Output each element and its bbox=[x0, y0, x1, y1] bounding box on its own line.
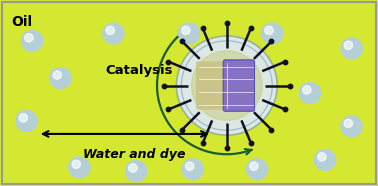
Ellipse shape bbox=[262, 23, 283, 44]
Ellipse shape bbox=[246, 159, 268, 180]
Ellipse shape bbox=[265, 26, 273, 35]
Ellipse shape bbox=[318, 153, 326, 161]
Ellipse shape bbox=[25, 34, 33, 42]
Ellipse shape bbox=[69, 157, 90, 178]
Text: Oil: Oil bbox=[11, 15, 33, 29]
Ellipse shape bbox=[53, 71, 62, 79]
Ellipse shape bbox=[299, 83, 321, 103]
Ellipse shape bbox=[178, 37, 276, 134]
Ellipse shape bbox=[50, 68, 71, 89]
Ellipse shape bbox=[344, 119, 353, 128]
Ellipse shape bbox=[178, 23, 200, 44]
Ellipse shape bbox=[191, 51, 262, 120]
Ellipse shape bbox=[344, 41, 353, 49]
Ellipse shape bbox=[185, 162, 194, 170]
Ellipse shape bbox=[125, 161, 147, 182]
Ellipse shape bbox=[106, 26, 115, 35]
FancyBboxPatch shape bbox=[223, 60, 254, 111]
Ellipse shape bbox=[16, 110, 37, 131]
Ellipse shape bbox=[72, 160, 81, 169]
Ellipse shape bbox=[181, 26, 190, 35]
Ellipse shape bbox=[19, 114, 28, 122]
Text: Water and dye: Water and dye bbox=[83, 148, 186, 161]
Ellipse shape bbox=[249, 162, 258, 170]
Ellipse shape bbox=[314, 150, 336, 170]
Ellipse shape bbox=[302, 86, 311, 94]
Ellipse shape bbox=[341, 116, 362, 137]
Ellipse shape bbox=[22, 31, 43, 51]
Text: Catalysis: Catalysis bbox=[106, 64, 174, 77]
Ellipse shape bbox=[103, 23, 124, 44]
Ellipse shape bbox=[182, 159, 203, 180]
Ellipse shape bbox=[129, 164, 137, 172]
FancyBboxPatch shape bbox=[196, 61, 229, 110]
Ellipse shape bbox=[341, 38, 362, 59]
